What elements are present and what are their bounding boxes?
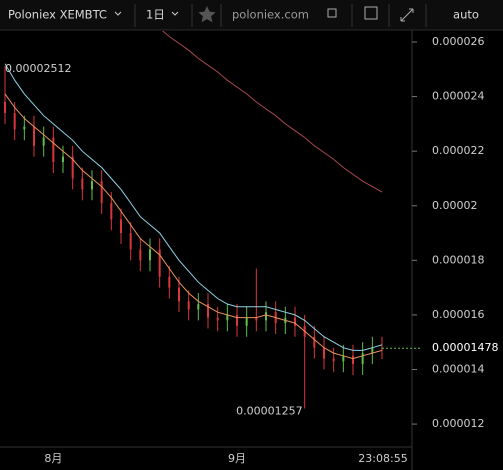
candle-body bbox=[332, 358, 335, 362]
min-label: 0.00001257 bbox=[236, 405, 302, 418]
moving-average-line bbox=[162, 31, 383, 193]
candle-body bbox=[265, 312, 267, 321]
star-icon[interactable] bbox=[198, 6, 216, 23]
candle-body bbox=[361, 353, 364, 365]
moving-average-line bbox=[4, 63, 383, 351]
candle-body bbox=[139, 249, 142, 261]
candle-body bbox=[294, 317, 296, 326]
candle-body bbox=[216, 317, 219, 321]
candle-body bbox=[149, 249, 151, 261]
candle-body bbox=[371, 347, 374, 354]
chart-icon[interactable] bbox=[364, 6, 378, 20]
candle-body bbox=[62, 156, 64, 163]
max-label: 0.00002512 bbox=[5, 62, 71, 75]
dropdown-icon bbox=[114, 11, 122, 16]
x-tick-label: 8月 bbox=[44, 452, 62, 465]
candle-body bbox=[71, 156, 74, 179]
candle-body bbox=[255, 317, 258, 321]
last-price-box bbox=[422, 340, 503, 357]
candle-body bbox=[158, 249, 161, 277]
plot-area bbox=[4, 31, 383, 409]
y-tick-label: 0.000024 bbox=[432, 90, 485, 103]
last-price-label: 0.00001478 bbox=[432, 341, 498, 354]
candle-body bbox=[313, 336, 316, 348]
candle-body bbox=[197, 303, 200, 310]
candle-body bbox=[120, 219, 122, 234]
y-tick-label: 0.000012 bbox=[432, 417, 485, 430]
y-tick-label: 0.000022 bbox=[432, 144, 485, 157]
candle-body bbox=[342, 355, 345, 362]
fullscreen-icon[interactable] bbox=[400, 8, 414, 22]
candle-body bbox=[168, 276, 171, 288]
y-tick-label: 0.000014 bbox=[432, 362, 485, 375]
candle-body bbox=[226, 314, 229, 321]
toolbar bbox=[0, 0, 503, 30]
candle-body bbox=[4, 102, 6, 113]
site[interactable]: poloniex.com bbox=[232, 8, 309, 22]
candle-body bbox=[42, 137, 45, 146]
candle-body bbox=[323, 347, 325, 359]
candle-body bbox=[178, 287, 180, 302]
scale-mode[interactable]: auto bbox=[453, 8, 479, 22]
candle-body bbox=[33, 126, 35, 146]
candle-body bbox=[13, 112, 16, 130]
candle-body bbox=[129, 233, 132, 250]
interval[interactable]: 1日 bbox=[146, 8, 165, 22]
candle-body bbox=[245, 317, 248, 326]
candle-body bbox=[207, 303, 209, 318]
candle-body bbox=[81, 178, 84, 190]
candle-body bbox=[352, 355, 354, 365]
candle-body bbox=[187, 301, 190, 310]
candle-body bbox=[110, 203, 113, 220]
candle-body bbox=[91, 181, 93, 190]
y-tick-label: 0.000018 bbox=[432, 253, 485, 266]
y-tick-label: 0.00002 bbox=[432, 199, 478, 212]
symbol[interactable]: Poloniex XEMBTC bbox=[8, 8, 107, 22]
candle-body bbox=[52, 137, 55, 163]
candle-body bbox=[23, 126, 26, 130]
candle-body bbox=[236, 314, 238, 326]
moving-average-line bbox=[4, 93, 383, 360]
y-tick-label: 0.000026 bbox=[432, 35, 485, 48]
y-tick-label: 0.000016 bbox=[432, 308, 485, 321]
candle-body bbox=[100, 181, 103, 204]
countdown: 23:08:55 bbox=[358, 452, 407, 465]
popout-icon[interactable] bbox=[327, 8, 337, 18]
dropdown-icon bbox=[171, 11, 179, 16]
x-tick-label: 9月 bbox=[228, 452, 246, 465]
